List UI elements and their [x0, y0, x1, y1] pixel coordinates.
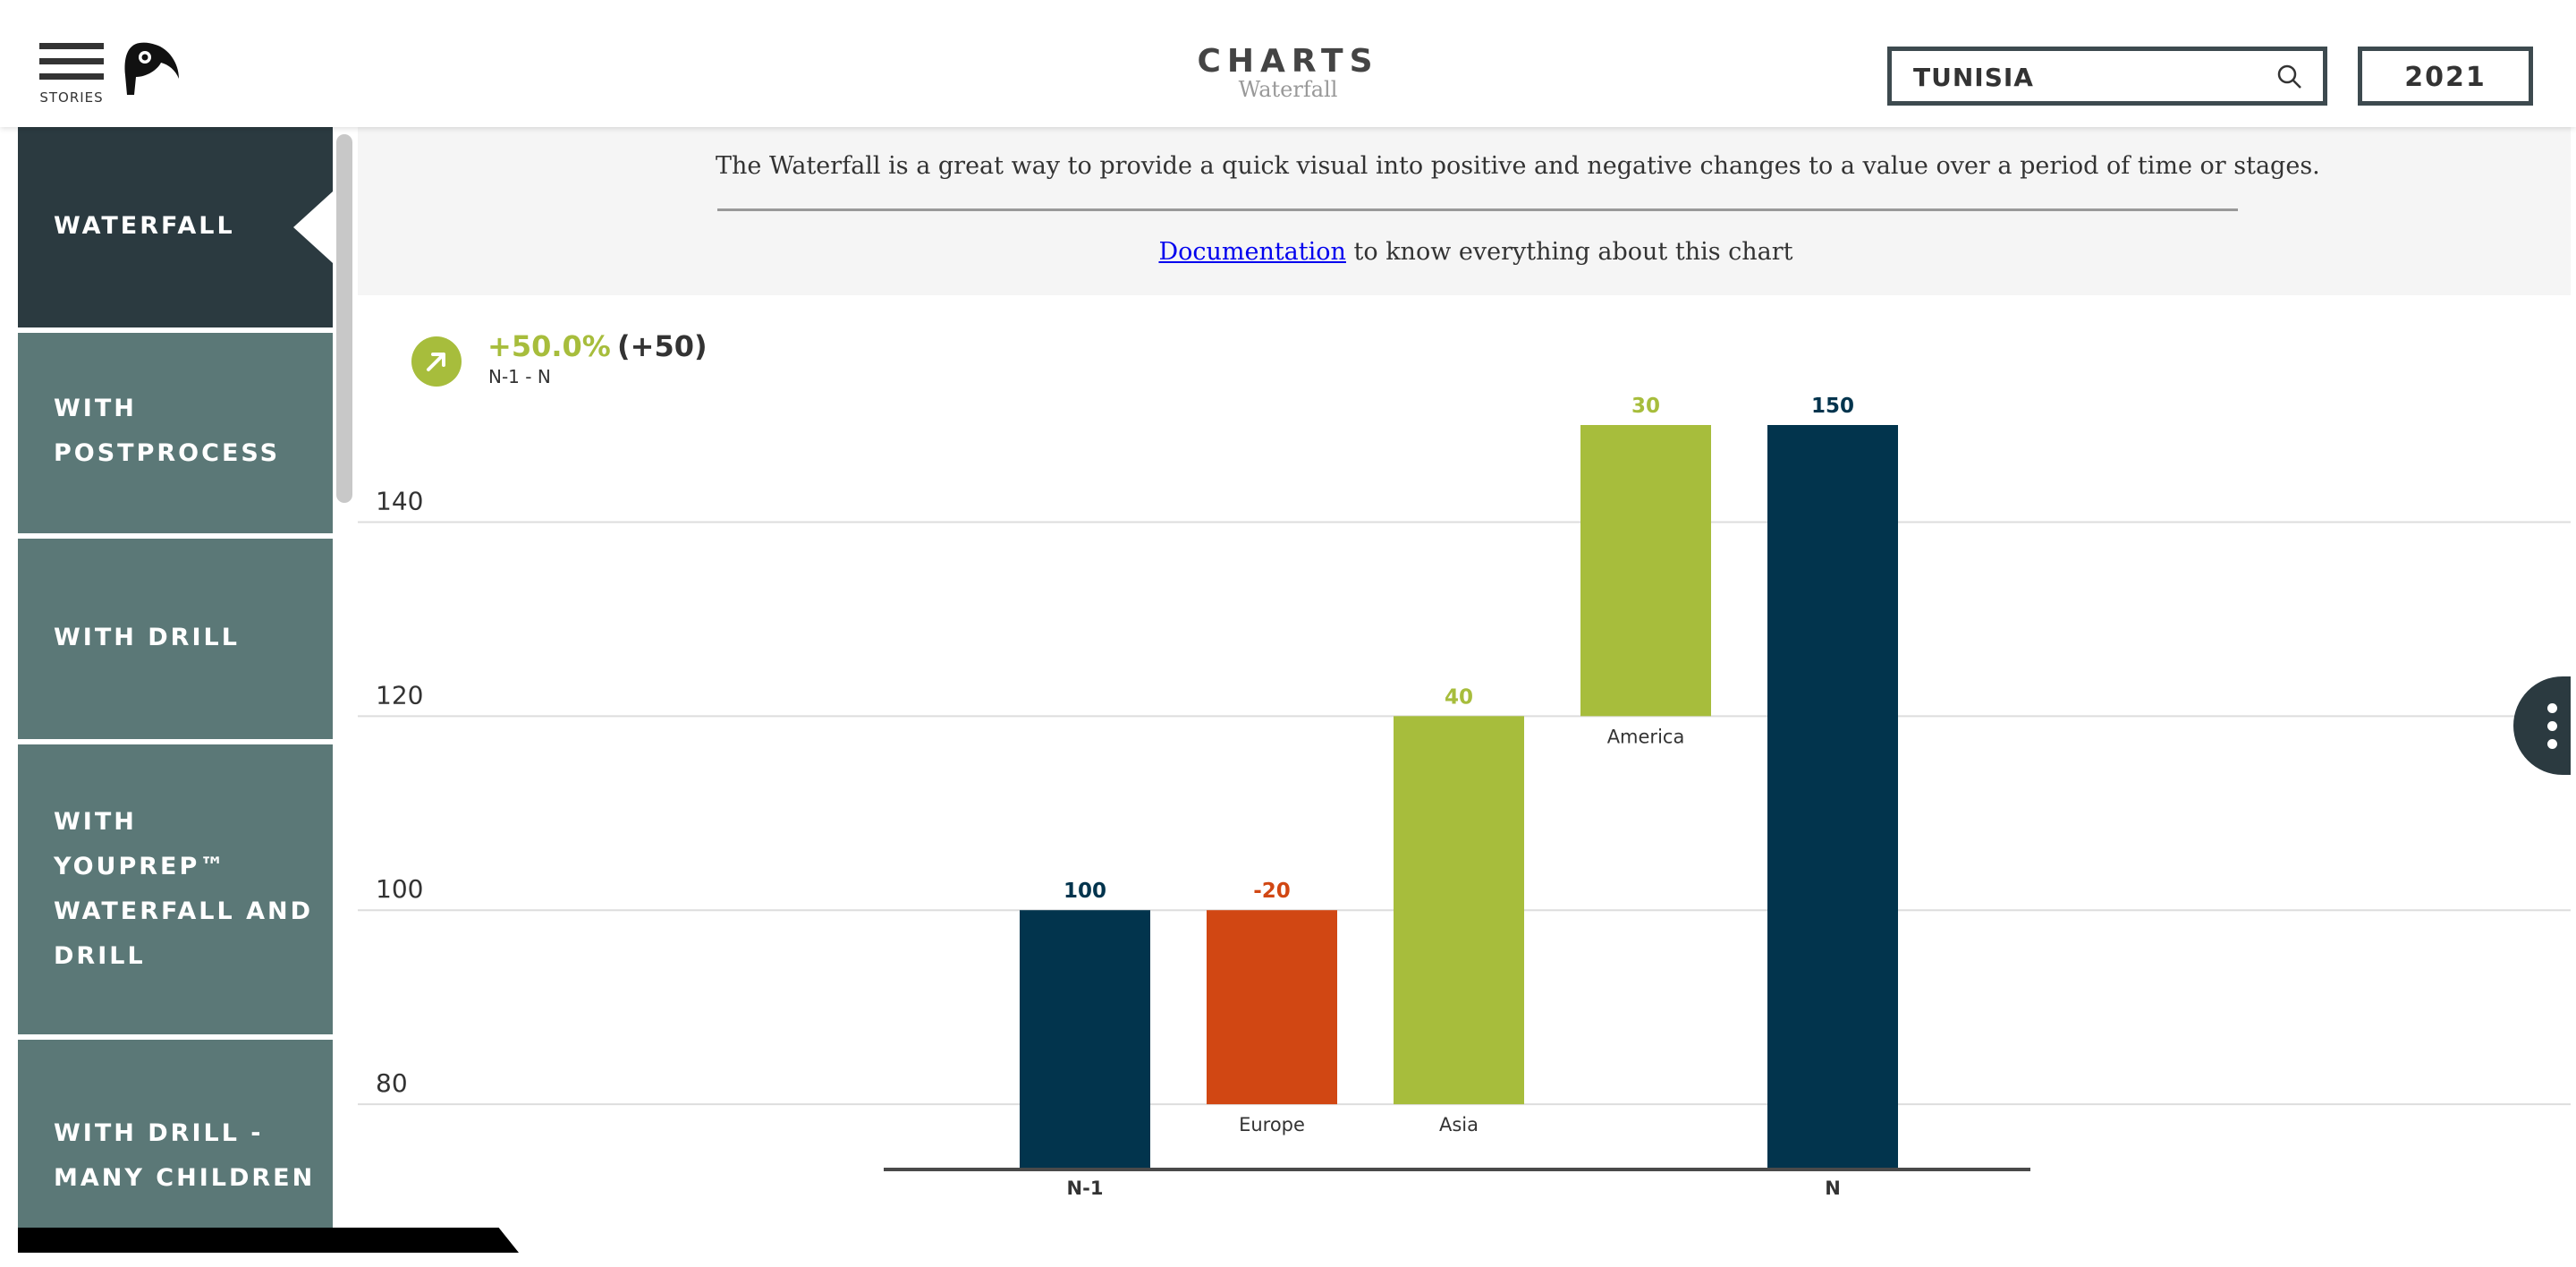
documentation-line: Documentation to know everything about t…	[716, 238, 2236, 266]
data-label: 150	[1811, 395, 1854, 418]
waterfall-bar	[1394, 716, 1524, 1105]
sidebar-item-label: WATERFALL	[54, 212, 235, 240]
page-title: CHARTS	[1197, 43, 1379, 80]
waterfall-chart: 80 100 120 140 100 N-1 -20 Europe 40 Asia 30 Americ…	[358, 395, 2571, 1199]
x-category-label: America	[1607, 726, 1685, 747]
documentation-suffix: to know everything about this chart	[1345, 238, 1793, 266]
data-label: 30	[1631, 395, 1660, 418]
search-input[interactable]	[1913, 60, 2271, 94]
search-field[interactable]	[1887, 47, 2327, 106]
sidebar-item-label: WITH POSTPROCESS	[54, 395, 281, 467]
kpi-evolution-percent: +50.0%	[487, 329, 611, 363]
trend-up-icon	[411, 336, 462, 387]
documentation-link[interactable]: Documentation	[1158, 238, 1346, 266]
sidebar-item-waterfall[interactable]: WATERFALL	[18, 127, 333, 327]
data-label: 40	[1445, 685, 1473, 709]
sidebar-item-with-drill-many-children[interactable]: WITH DRILL - MANY CHILDREN	[18, 1040, 333, 1228]
sidebar-item-label: WITH DRILL - MANY CHILDREN	[54, 1119, 316, 1192]
year-value: 2021	[2404, 62, 2487, 93]
sidebar: WATERFALL WITH POSTPROCESS WITH DRILL WI…	[18, 127, 333, 1228]
kpi-evolution-absolute: (+50)	[617, 329, 708, 363]
sidebar-item-label: WITH DRILL	[54, 624, 240, 651]
chart-description: The Waterfall is a great way to provide …	[716, 152, 2320, 180]
stories-label: STORIES	[39, 89, 104, 106]
top-header: STORIES CHARTS Waterfall 2021	[0, 0, 2576, 127]
waterfall-bar	[1580, 425, 1711, 717]
search-icon[interactable]	[2276, 64, 2303, 90]
x-category-label: N-1	[1067, 1178, 1104, 1199]
toucan-logo-icon	[124, 42, 179, 95]
waterfall-bar	[1020, 910, 1150, 1168]
sidebar-item-with-youprep-waterfall-and-drill[interactable]: WITH YOUPREP™ WATERFALL AND DRILL	[18, 744, 333, 1034]
y-tick-label: 120	[376, 680, 423, 710]
more-options-icon	[2547, 703, 2557, 713]
x-category-label: N	[1825, 1178, 1841, 1199]
y-tick-label: 80	[376, 1068, 408, 1098]
year-selector[interactable]: 2021	[2358, 47, 2533, 106]
waterfall-bar	[1767, 425, 1898, 1168]
waterfall-bar	[1207, 910, 1337, 1105]
sidebar-scrollbar[interactable]	[336, 134, 352, 503]
page-subtitle: Waterfall	[1238, 77, 1338, 102]
sidebar-item-with-postprocess[interactable]: WITH POSTPROCESS	[18, 333, 333, 533]
hamburger-icon	[39, 43, 104, 49]
sidebar-item-label: WITH YOUPREP™ WATERFALL AND DRILL	[54, 808, 313, 970]
description-divider	[717, 208, 2238, 211]
sidebar-item-with-drill[interactable]: WITH DRILL	[18, 539, 333, 739]
x-category-label: Europe	[1239, 1114, 1305, 1135]
data-label: 100	[1063, 880, 1106, 903]
sidebar-footer-bar	[18, 1228, 519, 1253]
stories-menu-button[interactable]: STORIES	[39, 43, 104, 106]
x-category-label: Asia	[1439, 1114, 1479, 1135]
data-label: -20	[1253, 880, 1291, 903]
kpi-period-label: N-1 - N	[488, 366, 551, 387]
y-tick-label: 140	[376, 486, 423, 515]
chart-description-panel: The Waterfall is a great way to provide …	[358, 127, 2571, 295]
active-indicator-arrow	[293, 191, 333, 263]
y-tick-label: 100	[376, 874, 423, 904]
